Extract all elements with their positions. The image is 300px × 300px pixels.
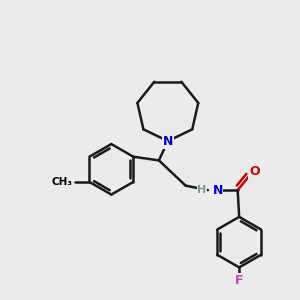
Text: N: N (163, 135, 173, 148)
Text: O: O (249, 165, 260, 178)
Text: N: N (212, 184, 223, 196)
Text: F: F (235, 274, 243, 287)
Text: CH₃: CH₃ (51, 177, 72, 187)
Text: H: H (197, 185, 206, 195)
